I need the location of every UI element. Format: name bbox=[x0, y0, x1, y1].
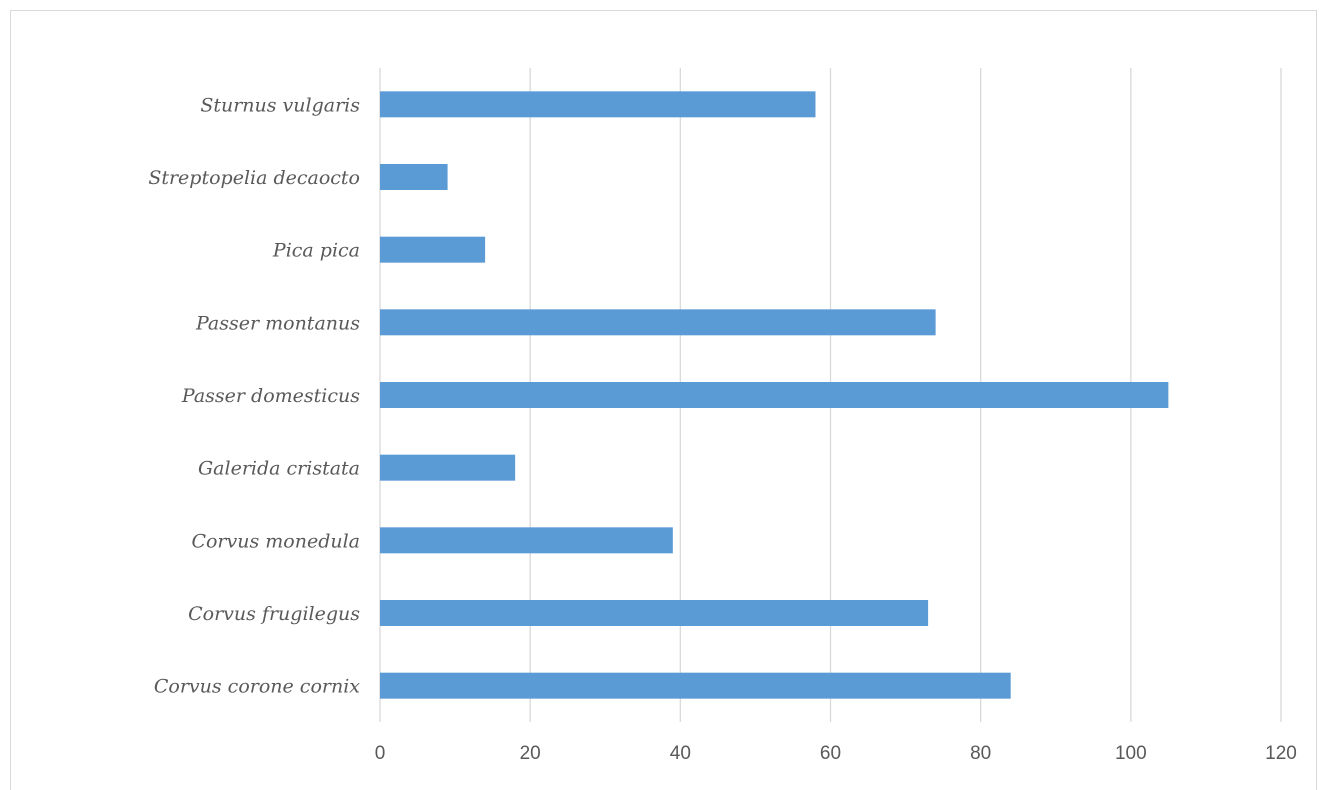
bar-passer-montanus bbox=[380, 309, 936, 336]
x-tick-label: 120 bbox=[1265, 743, 1297, 764]
x-tick-label: 80 bbox=[970, 743, 991, 764]
category-label: Pica pica bbox=[272, 240, 360, 262]
bar-corvus-corone-cornix bbox=[380, 672, 1011, 699]
category-label: Sturnus vulgaris bbox=[200, 94, 360, 116]
category-label: Streptopelia decaocto bbox=[148, 167, 360, 189]
x-axis-tick-labels: 0 20 40 60 80 100 120 bbox=[375, 743, 1297, 764]
bar-corvus-frugilegus bbox=[380, 600, 929, 626]
bar-passer-domesticus bbox=[380, 382, 1169, 408]
category-label: Passer domesticus bbox=[181, 385, 360, 407]
category-label: Corvus frugilegus bbox=[188, 603, 360, 625]
bar-sturnus-vulgaris bbox=[380, 91, 816, 118]
category-label: Corvus corone cornix bbox=[154, 676, 360, 698]
x-tick-label: 0 bbox=[375, 743, 386, 764]
bar-corvus-monedula bbox=[380, 527, 673, 554]
x-tick-label: 20 bbox=[520, 743, 541, 764]
x-tick-label: 60 bbox=[820, 743, 841, 764]
bar-galerida-cristata bbox=[380, 454, 516, 481]
x-tick-label: 40 bbox=[670, 743, 691, 764]
bar-streptopelia-decaocto bbox=[380, 164, 448, 190]
category-labels: Sturnus vulgaris Streptopelia decaocto Pic… bbox=[148, 94, 360, 697]
category-label: Corvus monedula bbox=[191, 530, 360, 552]
x-tick-label: 100 bbox=[1115, 743, 1147, 764]
bars bbox=[380, 91, 1169, 699]
category-label: Galerida cristata bbox=[198, 458, 360, 480]
bar-pica-pica bbox=[380, 236, 486, 263]
category-label: Passer montanus bbox=[195, 312, 360, 334]
